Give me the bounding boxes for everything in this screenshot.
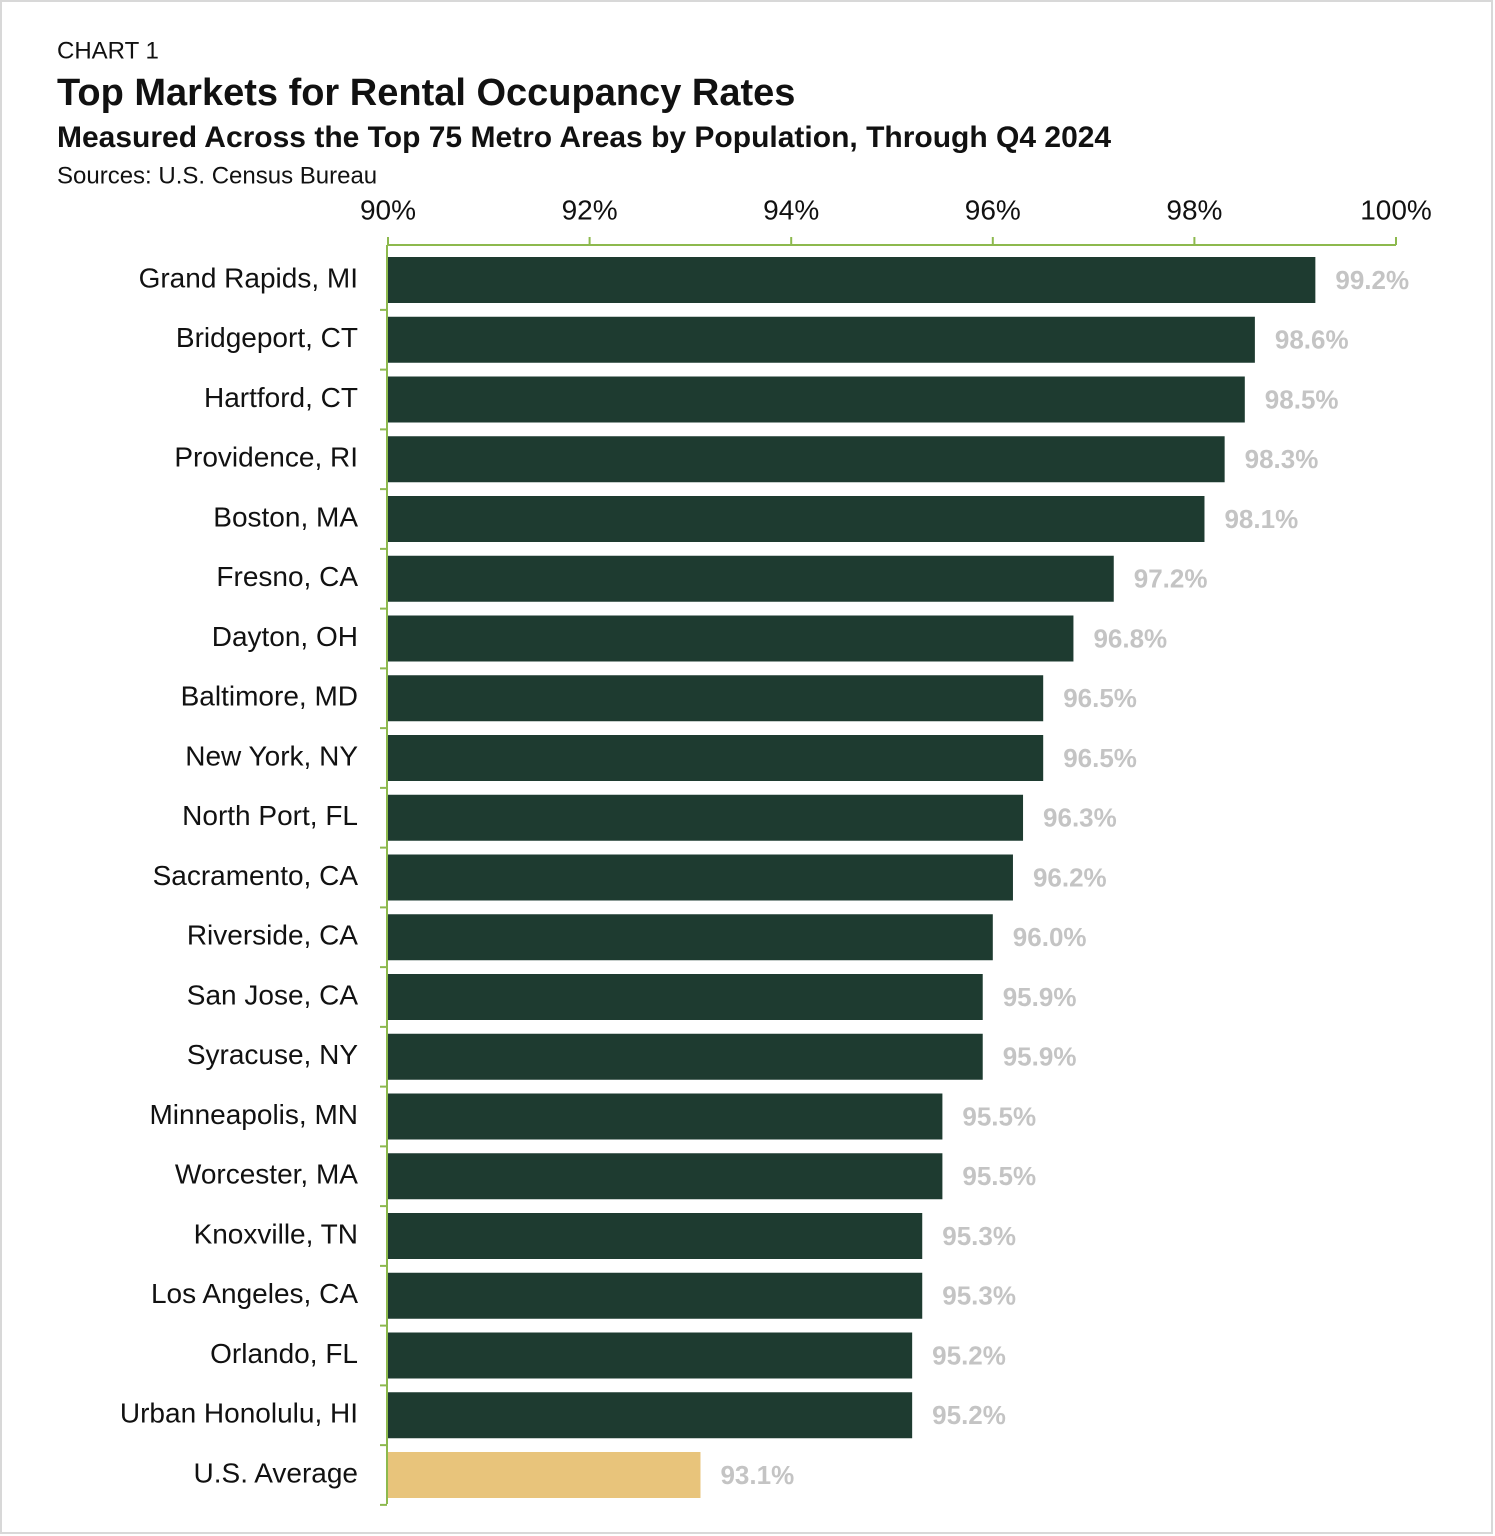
value-label: 95.9% [1003,1042,1077,1072]
x-tick-label: 92% [562,194,618,225]
value-label: 95.2% [932,1340,1006,1370]
y-tick-label: Hartford, CT [204,382,358,413]
value-label: 98.1% [1224,504,1298,534]
bar [388,1332,913,1379]
y-tick-label: San Jose, CA [187,979,359,1010]
value-label: 96.2% [1033,862,1107,892]
value-label: 96.8% [1093,623,1167,653]
bar [388,1452,701,1498]
bar [388,735,1044,781]
y-tick-label: Sacramento, CA [153,860,359,891]
value-label: 95.2% [932,1400,1006,1430]
bar [388,1213,923,1259]
y-tick-label: Los Angeles, CA [151,1278,358,1309]
y-tick-label: Orlando, FL [210,1338,358,1369]
y-tick-label: U.S. Average [194,1457,358,1488]
y-tick-label: Dayton, OH [212,621,358,652]
x-tick-label: 100% [1360,194,1432,225]
y-tick-label: Knoxville, TN [194,1218,358,1249]
y-tick-label: Boston, MA [213,501,358,532]
bar [388,1272,923,1319]
y-tick-label: Providence, RI [174,442,358,473]
value-label: 98.5% [1265,384,1339,414]
value-label: 95.9% [1003,982,1077,1012]
bar [388,615,1074,662]
x-tick-label: 94% [763,194,819,225]
bar [388,555,1114,602]
bar [388,854,1013,901]
value-label: 93.1% [720,1460,794,1490]
x-tick-label: 96% [965,194,1021,225]
x-tick-label: 90% [360,194,416,225]
bar [388,496,1205,542]
y-tick-label: New York, NY [185,740,358,771]
value-label: 96.5% [1063,743,1137,773]
value-label: 95.3% [942,1281,1016,1311]
y-tick-label: North Port, FL [182,800,358,831]
value-label: 95.5% [962,1101,1036,1131]
value-label: 99.2% [1335,265,1409,295]
bar [388,257,1316,303]
bar [388,675,1044,722]
y-tick-label: Urban Honolulu, HI [120,1398,358,1429]
value-label: 97.2% [1134,564,1208,594]
source: Sources: U.S. Census Bureau [57,162,377,189]
y-tick-label: Baltimore, MD [181,681,358,712]
value-label: 95.3% [942,1221,1016,1251]
chart-title: Top Markets for Rental Occupancy Rates [57,72,795,114]
bar [388,316,1255,363]
y-tick-label: Fresno, CA [216,561,358,592]
bar [388,1093,943,1140]
bar [388,1033,983,1080]
value-label: 96.0% [1013,922,1087,952]
y-tick-label: Bridgeport, CT [176,322,358,353]
x-tick-label: 98% [1166,194,1222,225]
bar [388,436,1225,483]
value-label: 98.6% [1275,325,1349,355]
value-label: 95.5% [962,1161,1036,1191]
y-tick-label: Syracuse, NY [187,1039,358,1070]
bar [388,794,1024,841]
value-label: 98.3% [1245,444,1319,474]
chart-subtitle: Measured Across the Top 75 Metro Areas b… [57,121,1111,154]
y-tick-label: Riverside, CA [187,920,358,951]
bar [388,974,983,1020]
bar [388,1153,943,1200]
chart-label: CHART 1 [57,37,159,64]
y-tick-label: Minneapolis, MN [149,1099,358,1130]
y-tick-label: Worcester, MA [175,1159,358,1190]
bar [388,914,993,961]
y-tick-label: Grand Rapids, MI [139,262,358,293]
value-label: 96.5% [1063,683,1137,713]
bar [388,376,1245,423]
value-label: 96.3% [1043,803,1117,833]
bar [388,1392,913,1439]
